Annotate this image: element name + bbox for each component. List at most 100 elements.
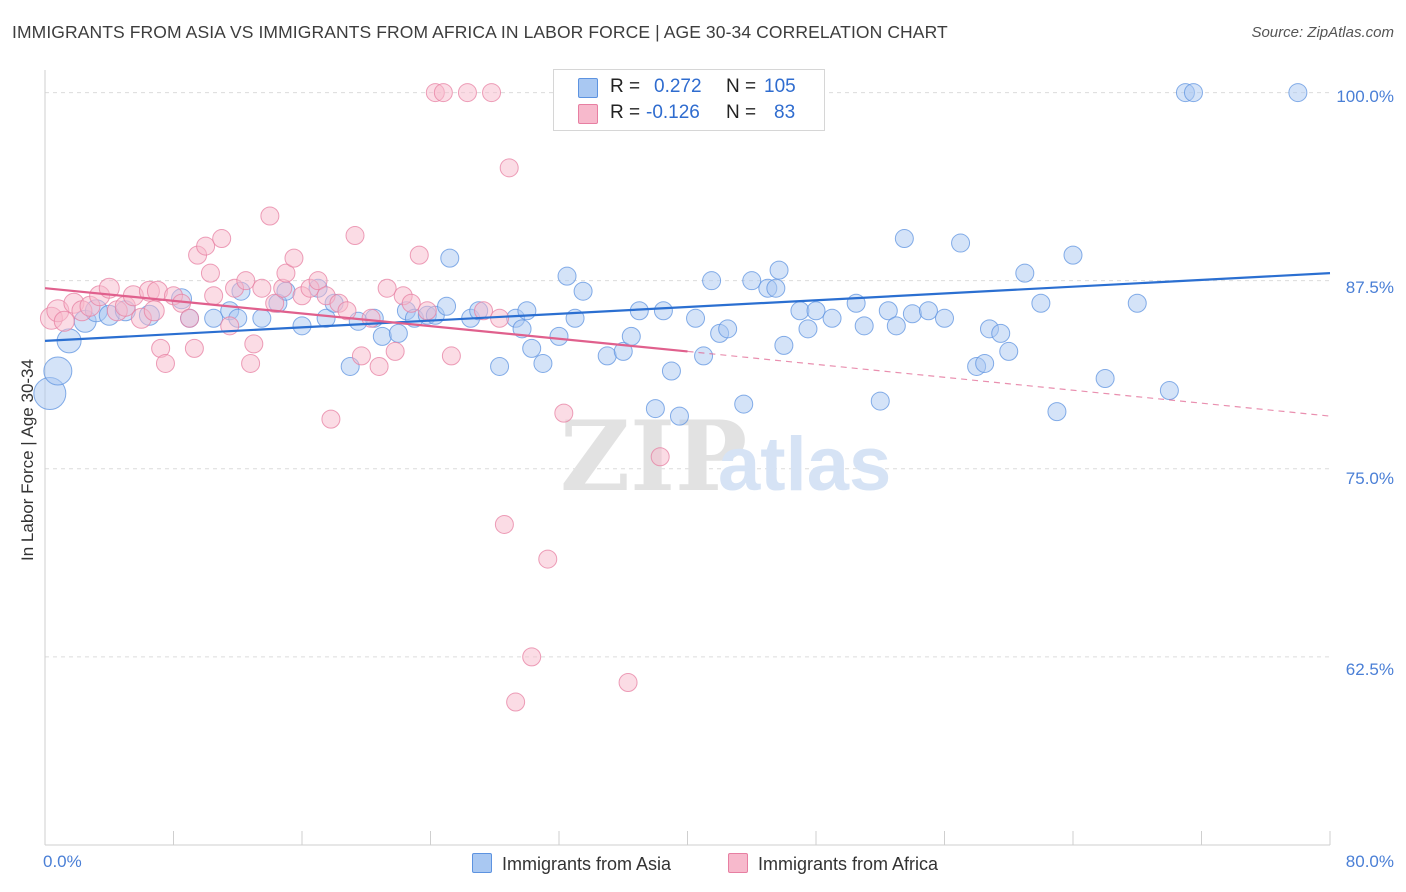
asia-point-91 xyxy=(1288,83,1308,103)
africa-point-55 xyxy=(433,83,453,103)
asia-point-25 xyxy=(388,323,408,343)
asia-point-38 xyxy=(522,338,542,358)
asia-point-14 xyxy=(252,308,272,328)
africa-r-label: R = xyxy=(610,102,641,123)
asia-point-64 xyxy=(798,319,818,339)
asia-point-30 xyxy=(437,296,457,316)
africa-trend-line-dashed xyxy=(687,350,1331,417)
africa-point-35 xyxy=(276,263,296,283)
asia-swatch xyxy=(578,78,598,98)
africa-point-43 xyxy=(337,301,357,321)
asia-point-51 xyxy=(669,406,689,426)
asia-point-90 xyxy=(1183,83,1203,103)
chart-title: IMMIGRANTS FROM ASIA VS IMMIGRANTS FROM … xyxy=(12,22,948,42)
asia-point-62 xyxy=(774,335,794,355)
x-tick-label-max: 80.0% xyxy=(1345,852,1394,871)
asia-point-75 xyxy=(935,308,954,328)
africa-swatch xyxy=(578,104,598,124)
africa-point-58 xyxy=(474,301,494,321)
africa-point-45 xyxy=(351,346,371,366)
africa-point-59 xyxy=(482,83,502,103)
asia-point-52 xyxy=(686,308,706,328)
africa-point-28 xyxy=(236,271,256,291)
africa-r-value: -0.126 xyxy=(646,102,700,123)
africa-point-33 xyxy=(265,293,285,313)
asia-point-83 xyxy=(1031,293,1051,313)
africa-point-69 xyxy=(650,447,670,467)
africa-point-23 xyxy=(200,263,220,283)
asia-point-61 xyxy=(769,260,789,280)
asia-point-74 xyxy=(918,301,938,321)
asia-point-82 xyxy=(1015,263,1035,283)
africa-trend-line xyxy=(44,287,688,353)
asia-point-68 xyxy=(854,316,874,336)
asia-point-48 xyxy=(645,399,665,419)
asia-n-label: N = xyxy=(726,76,757,97)
asia-point-40 xyxy=(549,326,569,346)
asia-point-72 xyxy=(894,229,914,249)
legend-item-africa: Immigrants from Africa xyxy=(728,853,938,875)
asia-point-85 xyxy=(1063,245,1083,265)
asia-point-60 xyxy=(766,278,786,298)
asia-point-19 xyxy=(316,308,336,328)
africa-legend-label: Immigrants from Africa xyxy=(758,854,939,874)
asia-point-24 xyxy=(372,326,392,346)
africa-point-41 xyxy=(321,409,341,429)
asia-point-54 xyxy=(702,271,722,291)
africa-point-57 xyxy=(457,83,477,103)
y-tick-label-100: 100.0% xyxy=(1336,87,1394,106)
africa-point-20 xyxy=(184,338,204,358)
africa-point-65 xyxy=(538,549,558,569)
asia-point-49 xyxy=(653,301,673,321)
africa-point-39 xyxy=(308,271,328,291)
asia-point-69 xyxy=(870,391,890,411)
africa-point-61 xyxy=(494,514,514,534)
africa-point-49 xyxy=(385,341,405,361)
africa-point-53 xyxy=(417,301,437,321)
africa-point-13 xyxy=(143,300,165,322)
africa-point-29 xyxy=(241,353,261,373)
asia-point-57 xyxy=(734,394,754,414)
africa-point-66 xyxy=(554,403,574,423)
africa-point-48 xyxy=(377,278,397,298)
asia-point-71 xyxy=(886,316,906,336)
asia-point-36 xyxy=(512,319,532,339)
y-tick-label-62-5: 62.5% xyxy=(1345,660,1394,679)
asia-point-73 xyxy=(902,304,922,324)
africa-point-51 xyxy=(401,293,421,313)
asia-point-87 xyxy=(1127,293,1147,313)
africa-point-36 xyxy=(284,248,304,268)
asia-r-value: 0.272 xyxy=(654,76,702,97)
asia-point-78 xyxy=(975,353,995,373)
asia-point-43 xyxy=(573,281,593,301)
africa-point-32 xyxy=(260,206,280,226)
correlation-legend: R = 0.272 N = 105 R = -0.126 N = 83 xyxy=(553,69,825,131)
africa-point-44 xyxy=(345,226,365,246)
asia-point-65 xyxy=(806,301,826,321)
africa-point-62 xyxy=(499,158,519,178)
africa-point-52 xyxy=(409,245,429,265)
source-credit: Source: ZipAtlas.com xyxy=(1251,24,1394,41)
asia-point-34 xyxy=(490,356,510,376)
africa-point-30 xyxy=(244,334,264,354)
asia-point-39 xyxy=(533,353,553,373)
africa-point-25 xyxy=(212,229,232,249)
asia-point-88 xyxy=(1159,381,1179,401)
legend-item-asia: Immigrants from Asia xyxy=(472,853,671,875)
africa-point-16 xyxy=(155,353,175,373)
y-tick-label-87-5: 87.5% xyxy=(1345,278,1394,297)
watermark-atlas: atlas xyxy=(718,422,891,507)
asia-n-value: 105 xyxy=(764,76,796,97)
africa-point-47 xyxy=(369,356,389,376)
asia-point-53 xyxy=(694,346,714,366)
asia-point-31 xyxy=(440,248,460,268)
asia-point-76 xyxy=(951,233,971,253)
asia-point-50 xyxy=(661,361,681,381)
asia-point-70 xyxy=(878,301,898,321)
asia-legend-label: Immigrants from Asia xyxy=(502,854,672,874)
x-tick-label-min: 0.0% xyxy=(43,852,82,871)
africa-n-value: 83 xyxy=(774,102,796,123)
asia-point-10 xyxy=(204,308,224,328)
asia-point-44 xyxy=(597,346,617,366)
